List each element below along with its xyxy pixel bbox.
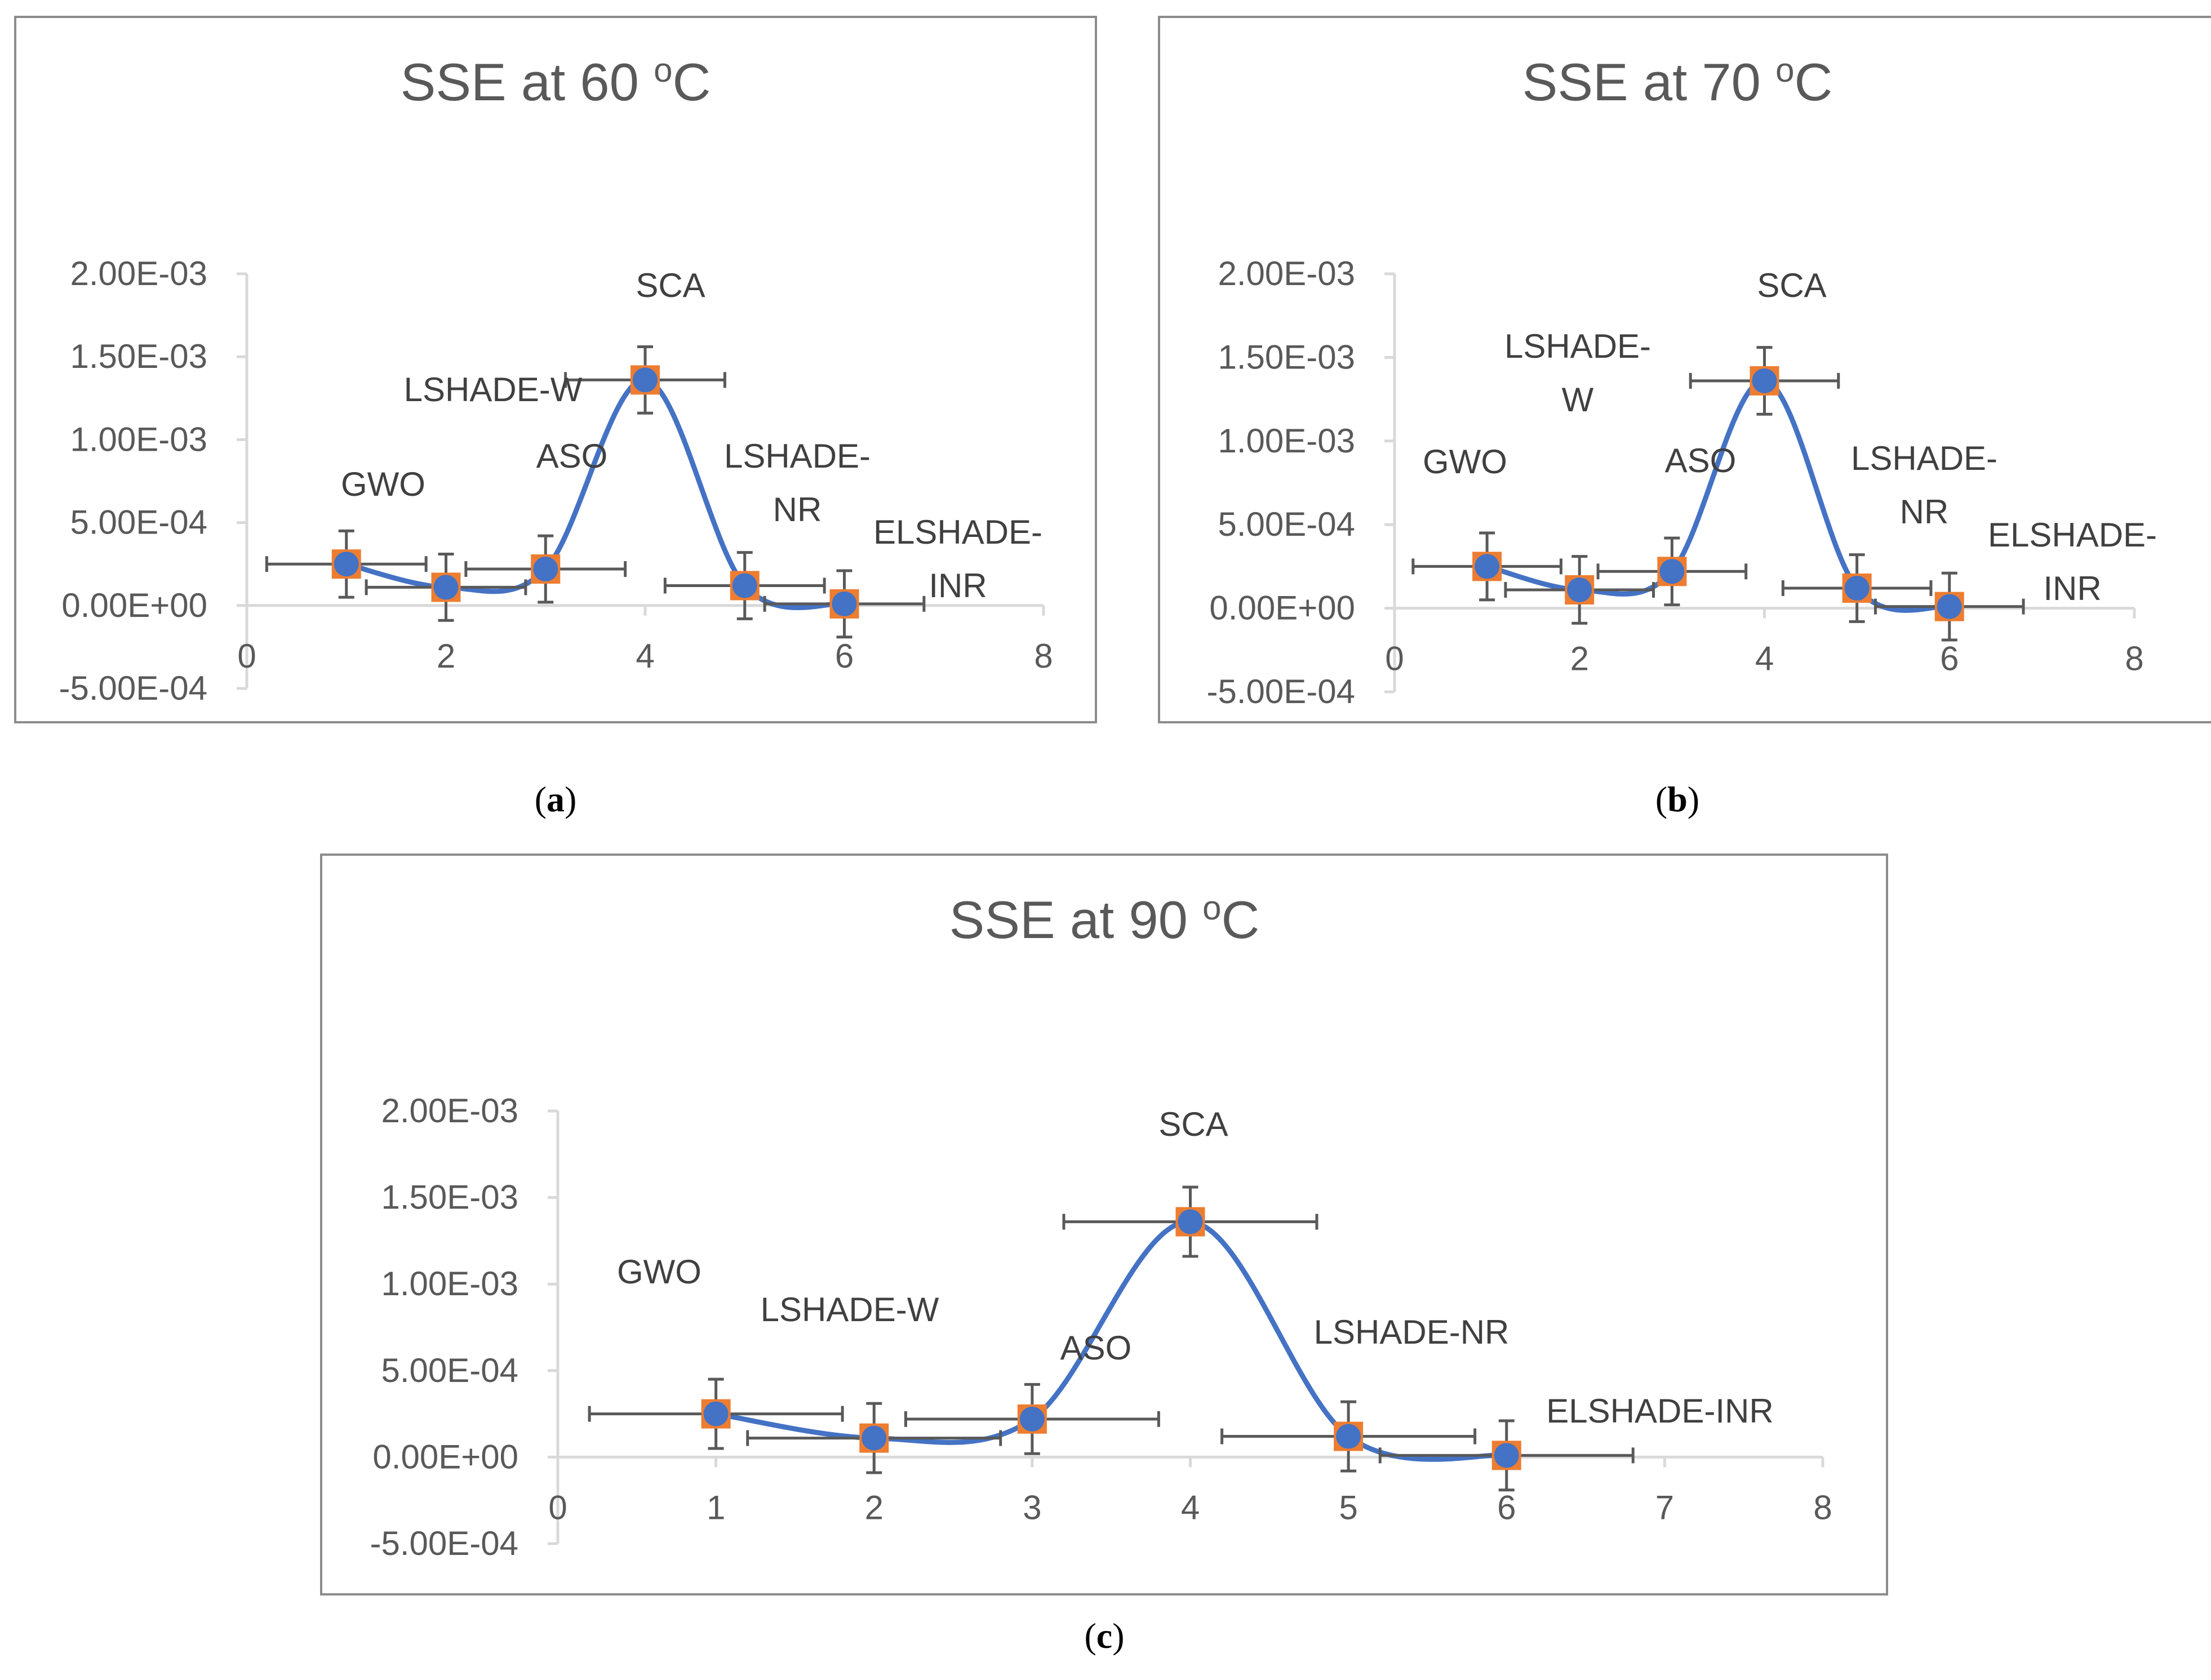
x-tick-label: 8 (1813, 1488, 1832, 1526)
data-point (1659, 559, 1685, 584)
x-tick-label: 0 (548, 1488, 567, 1526)
y-tick-label: -5.00E-04 (370, 1525, 519, 1562)
x-tick-label: 5 (1339, 1488, 1357, 1526)
data-point (1019, 1406, 1045, 1432)
data-point (1336, 1424, 1361, 1449)
y-tick-label: 0.00E+00 (61, 586, 207, 624)
panel-caption: (c) (1084, 1616, 1124, 1656)
y-tick-label: 2.00E-03 (70, 255, 207, 292)
data-point (1475, 554, 1500, 579)
x-tick-label: 0 (237, 637, 256, 675)
y-tick-label: 5.00E-04 (381, 1352, 518, 1389)
x-tick-label: 6 (1940, 640, 1959, 678)
point-label: W (1562, 381, 1594, 419)
data-point (533, 557, 558, 582)
point-label: ELSHADE- (873, 513, 1042, 551)
chart-title: SSE at 90 oC (949, 889, 1260, 950)
point-label: LSHADE- (1851, 439, 1997, 477)
point-label: ELSHADE- (1988, 516, 2157, 554)
chart-frame (1158, 16, 2211, 723)
point-label: GWO (617, 1253, 702, 1291)
x-tick-label: 4 (1755, 640, 1774, 678)
data-point (433, 575, 459, 600)
chart-panel-b: SSE at 70 oC 2.00E-03 1.50E-03 1.00E-03 5.00… (1158, 16, 2211, 819)
y-tick-label: 2.00E-03 (381, 1092, 518, 1130)
chart-frame (320, 854, 1888, 1595)
x-tick-label: 0 (1385, 640, 1404, 678)
point-label: ASO (1665, 442, 1737, 479)
point-label: INR (2043, 570, 2101, 607)
point-label: INR (929, 567, 987, 605)
x-tick-label: 6 (1497, 1488, 1516, 1526)
data-point (703, 1401, 729, 1426)
y-tick-label: 0.00E+00 (1209, 589, 1355, 627)
x-tick-label: 2 (1570, 640, 1589, 678)
x-tick-label: 4 (636, 637, 654, 675)
chart-panel-a: SSE at 60 oC 2.00E-03 1.50E-03 1.00E-03 5.00… (14, 16, 1097, 819)
data-point (334, 552, 359, 577)
x-tick-label: 4 (1181, 1488, 1200, 1526)
x-tick-label: 3 (1023, 1488, 1041, 1526)
x-tick-label: 8 (2125, 640, 2143, 678)
y-tick-label: -5.00E-04 (1207, 673, 1356, 710)
point-label: NR (1900, 493, 1949, 531)
panel-caption: (a) (535, 779, 577, 819)
y-tick-label: 1.00E-03 (70, 420, 207, 458)
point-label: LSHADE-W (761, 1291, 939, 1328)
chart-title: SSE at 60 oC (401, 51, 711, 112)
chart-title: SSE at 70 oC (1522, 51, 1833, 112)
data-point (1752, 368, 1777, 393)
point-label: ELSHADE-INR (1546, 1392, 1773, 1430)
point-label: NR (773, 491, 822, 528)
data-point (633, 367, 658, 393)
y-tick-label: 1.50E-03 (381, 1179, 518, 1216)
point-label: GWO (341, 465, 425, 503)
point-label: LSHADE- (724, 437, 871, 475)
point-label: LSHADE-NR (1314, 1313, 1509, 1351)
y-tick-label: -5.00E-04 (59, 669, 208, 707)
x-tick-label: 7 (1655, 1488, 1674, 1526)
data-point (732, 573, 757, 598)
point-label: SCA (636, 266, 705, 304)
y-tick-label: 1.00E-03 (381, 1265, 518, 1303)
point-label: ASO (536, 437, 608, 475)
data-point (832, 591, 857, 616)
x-tick-label: 2 (437, 637, 455, 675)
y-tick-label: 5.00E-04 (70, 504, 207, 541)
y-tick-label: 5.00E-04 (1218, 505, 1355, 543)
data-point (1178, 1209, 1203, 1234)
y-tick-label: 2.00E-03 (1218, 255, 1355, 292)
point-label: SCA (1158, 1105, 1228, 1143)
y-tick-label: 1.00E-03 (1218, 422, 1355, 460)
data-point (1844, 575, 1870, 601)
y-tick-label: 0.00E+00 (372, 1438, 518, 1475)
panel-caption: (b) (1655, 779, 1699, 819)
point-label: GWO (1423, 443, 1507, 481)
data-point (862, 1425, 887, 1451)
x-tick-label: 6 (835, 637, 854, 675)
y-tick-label: 1.50E-03 (70, 337, 207, 375)
data-point (1567, 577, 1592, 602)
point-label: SCA (1757, 266, 1826, 304)
x-tick-label: 2 (865, 1488, 883, 1526)
y-tick-label: 1.50E-03 (1218, 338, 1355, 376)
x-tick-label: 1 (707, 1488, 725, 1526)
point-label: ASO (1060, 1329, 1132, 1367)
point-label: LSHADE- (1504, 327, 1651, 365)
x-tick-label: 8 (1034, 637, 1053, 675)
chart-panel-c: SSE at 90 oC 2.00E-03 1.50E-03 1.00E-03 5.00… (320, 854, 1888, 1656)
data-point (1494, 1443, 1519, 1468)
data-point (1937, 594, 1962, 619)
point-label: LSHADE-W (404, 371, 583, 408)
